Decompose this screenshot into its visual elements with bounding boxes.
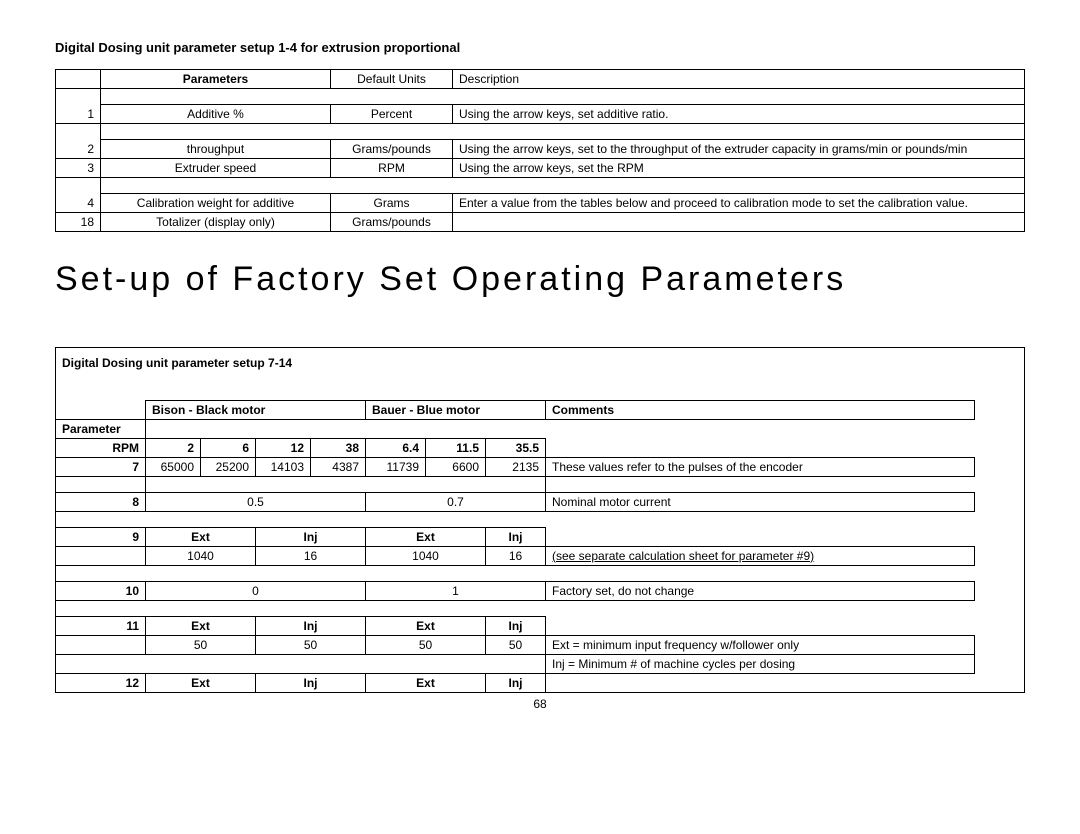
table-row: 18 Totalizer (display only) Grams/pounds <box>56 213 1025 232</box>
table-row: 4 Calibration weight for additive Grams … <box>56 194 1025 213</box>
table-row: 12 Ext Inj Ext Inj <box>56 673 1025 692</box>
parameter-label: Parameter <box>56 419 146 438</box>
table-row: 11 Ext Inj Ext Inj <box>56 616 1025 635</box>
table-row: 3 Extruder speed RPM Using the arrow key… <box>56 159 1025 178</box>
table-row: 7 65000 25200 14103 4387 11739 6600 2135… <box>56 457 1025 476</box>
table-header-row: Parameters Default Units Description <box>56 70 1025 89</box>
comments-header: Comments <box>546 400 975 419</box>
col-description: Description <box>453 70 1025 89</box>
section2-title: Digital Dosing unit parameter setup 7-14 <box>62 356 292 370</box>
table-row: 8 0.5 0.7 Nominal motor current <box>56 492 1025 511</box>
section1-title: Digital Dosing unit parameter setup 1-4 … <box>55 40 1025 55</box>
table-row: Inj = Minimum # of machine cycles per do… <box>56 654 1025 673</box>
table-row: 1040 16 1040 16 (see separate calculatio… <box>56 546 1025 565</box>
table-row: 50 50 50 50 Ext = minimum input frequenc… <box>56 635 1025 654</box>
page-number: 68 <box>55 697 1025 711</box>
bauer-header: Bauer - Blue motor <box>366 400 546 419</box>
col-default-units: Default Units <box>331 70 453 89</box>
main-heading: Set-up of Factory Set Operating Paramete… <box>55 260 1025 299</box>
col-parameters: Parameters <box>101 70 331 89</box>
table-params-7-14: Digital Dosing unit parameter setup 7-14… <box>55 347 1025 693</box>
table-params-1-4: Parameters Default Units Description 1 A… <box>55 69 1025 232</box>
table-row: 9 Ext Inj Ext Inj <box>56 527 1025 546</box>
table-row: 10 0 1 Factory set, do not change <box>56 581 1025 600</box>
rpm-label: RPM <box>56 438 146 457</box>
table-row: 2 throughput Grams/pounds Using the arro… <box>56 140 1025 159</box>
table-row: 1 Additive % Percent Using the arrow key… <box>56 105 1025 124</box>
bison-header: Bison - Black motor <box>146 400 366 419</box>
